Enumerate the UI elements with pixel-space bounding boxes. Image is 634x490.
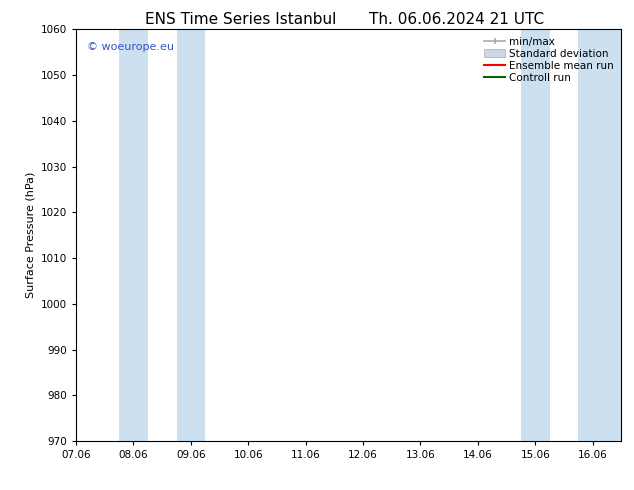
Bar [176, 29, 205, 441]
Bar [521, 29, 550, 441]
Bar [119, 29, 148, 441]
Text: ENS Time Series Istanbul: ENS Time Series Istanbul [145, 12, 337, 27]
Text: © woeurope.eu: © woeurope.eu [87, 42, 174, 52]
Y-axis label: Surface Pressure (hPa): Surface Pressure (hPa) [25, 172, 36, 298]
Bar [578, 29, 621, 441]
Text: Th. 06.06.2024 21 UTC: Th. 06.06.2024 21 UTC [369, 12, 544, 27]
Legend: min/max, Standard deviation, Ensemble mean run, Controll run: min/max, Standard deviation, Ensemble me… [482, 35, 616, 85]
